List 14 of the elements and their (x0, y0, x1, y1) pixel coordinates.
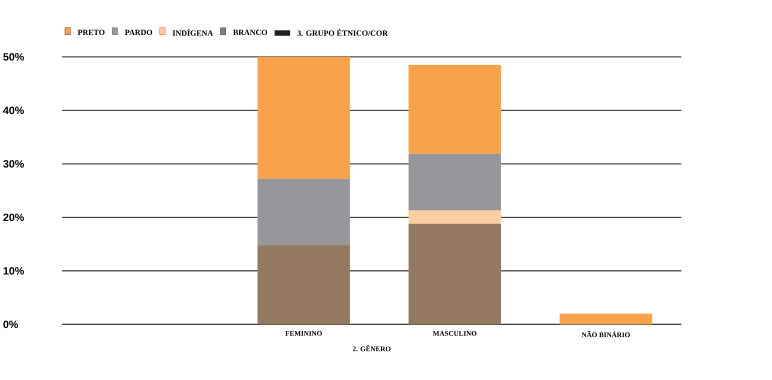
bar (408, 154, 501, 210)
bar (408, 64, 501, 154)
y-tick-label: 50% (3, 52, 24, 60)
bar (408, 210, 501, 224)
bar (258, 178, 350, 246)
y-tick-label: 40% (3, 106, 24, 114)
y-tick-label: 30% (3, 160, 24, 168)
y-tick-label: 0% (3, 320, 18, 328)
y-tick-label: 10% (4, 266, 24, 274)
bar (560, 313, 652, 324)
bar (258, 56, 350, 179)
bar (258, 245, 350, 324)
y-tick-label: 20% (3, 213, 24, 221)
bar (408, 224, 501, 324)
